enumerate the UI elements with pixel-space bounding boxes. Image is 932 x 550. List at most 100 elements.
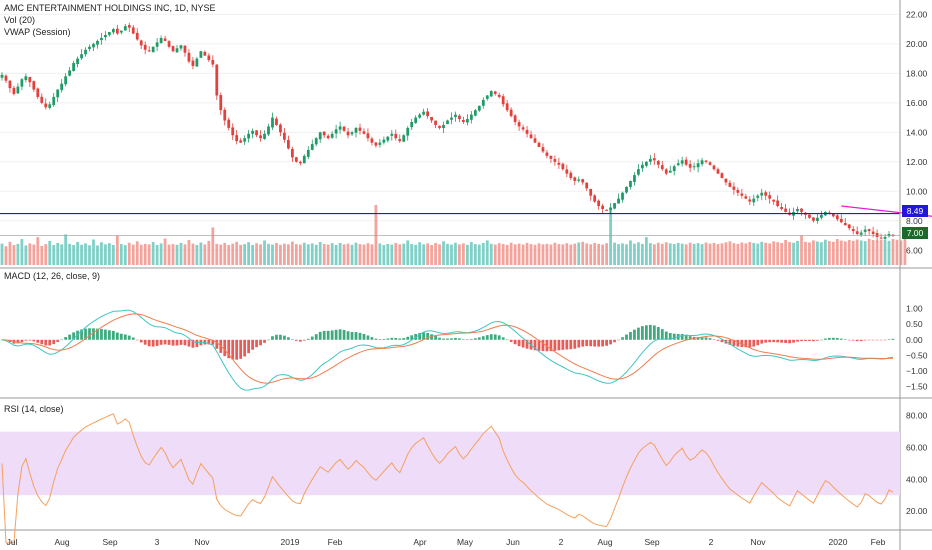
candle-body [672, 166, 676, 172]
candle-body [450, 117, 453, 120]
macd-histogram-bar [469, 339, 473, 340]
volume-bar [859, 240, 863, 265]
volume-bar [820, 242, 823, 265]
macd-histogram-bar [239, 339, 243, 359]
candle-body [44, 103, 48, 108]
volume-bar [259, 244, 262, 265]
macd-histogram-bar [251, 339, 254, 350]
volume-bar [155, 245, 159, 265]
candle-body [56, 89, 60, 98]
macd-histogram-bar [537, 339, 541, 351]
candle-body [283, 132, 286, 140]
candle-body [489, 91, 493, 97]
macd-histogram-bar [374, 338, 378, 340]
macd-histogram-bar [581, 339, 585, 347]
candle-body [135, 32, 139, 40]
candle-body [648, 158, 652, 162]
macd-histogram-bar [366, 335, 370, 340]
volume-bar [442, 241, 445, 265]
macd-histogram-bar [159, 339, 163, 345]
volume-bar [16, 243, 20, 265]
candle-body [466, 119, 469, 123]
macd-histogram-bar [24, 339, 28, 341]
candle-body [139, 40, 143, 46]
volume-bar [800, 235, 803, 265]
macd-histogram-bar [84, 328, 87, 340]
volume-bar [76, 242, 79, 265]
candle-body [493, 91, 497, 94]
macd-histogram-bar [119, 333, 123, 340]
time-tick-label: Feb [328, 537, 343, 547]
volume-bar [12, 245, 16, 265]
candle-body [24, 76, 28, 80]
candle-body [406, 127, 410, 136]
macd-histogram-bar [60, 339, 64, 341]
volume-bar [48, 240, 52, 265]
macd-histogram-bar [887, 339, 891, 340]
macd-histogram-bar [879, 339, 883, 341]
volume-bar [450, 244, 453, 265]
volume-bar [104, 244, 107, 265]
price-level-tag: 8.49 [902, 205, 928, 217]
candle-body [382, 139, 386, 143]
volume-bar [68, 243, 72, 265]
macd-histogram-bar [648, 324, 652, 340]
volume-bar [366, 243, 370, 265]
volume-bar [139, 244, 143, 265]
macd-histogram-bar [235, 339, 239, 360]
macd-histogram-bar [641, 326, 644, 340]
volume-bar [776, 242, 780, 265]
candle-body [875, 233, 879, 237]
candle-body [171, 46, 175, 52]
macd-histogram-bar [633, 329, 636, 340]
candle-body [147, 50, 151, 52]
candle-body [772, 199, 776, 202]
volume-bar [748, 242, 752, 265]
volume-bar [768, 243, 772, 265]
candle-body [334, 129, 338, 134]
macd-histogram-bar [553, 339, 557, 351]
candle-body [338, 126, 342, 130]
candle-body [374, 142, 378, 146]
candle-body [477, 105, 481, 111]
macd-histogram-bar [44, 339, 48, 346]
volume-bar [780, 242, 784, 265]
macd-histogram-bar [131, 337, 135, 340]
macd-histogram-bar [768, 339, 772, 343]
macd-histogram-bar [744, 339, 748, 348]
candle-body [271, 117, 274, 128]
macd-histogram-bar [493, 334, 497, 340]
candle-body [601, 205, 605, 209]
candle-body [159, 37, 163, 44]
candle-body [115, 28, 119, 34]
volume-bar [561, 244, 565, 265]
macd-histogram-bar [294, 339, 298, 341]
price-tick-label: 22.00 [906, 9, 928, 19]
volume-bar [326, 244, 330, 265]
candle-body [473, 110, 477, 116]
candle-body [652, 158, 656, 161]
time-tick-label: Aug [597, 537, 612, 547]
macd-tick-label: −1.50 [906, 382, 928, 392]
volume-bar [382, 245, 386, 265]
volume-bar [438, 244, 441, 265]
candle-body [732, 186, 736, 190]
candle-body [585, 182, 589, 189]
macd-histogram-bar [378, 339, 382, 340]
candle-body [812, 217, 815, 221]
candle-body [692, 166, 696, 168]
candle-body [768, 195, 772, 199]
volume-bar [410, 244, 414, 265]
macd-histogram-bar [135, 339, 139, 341]
macd-histogram-bar [446, 338, 449, 340]
macd-histogram-bar [123, 334, 127, 340]
candle-body [155, 42, 159, 47]
volume-bar [108, 243, 111, 265]
macd-histogram-bar [318, 331, 322, 340]
macd-histogram-bar [279, 334, 282, 340]
volume-bar [633, 243, 636, 265]
candle-body [346, 131, 350, 136]
volume-bar [88, 245, 91, 265]
candle-body [255, 130, 258, 136]
volume-bar [100, 242, 103, 265]
